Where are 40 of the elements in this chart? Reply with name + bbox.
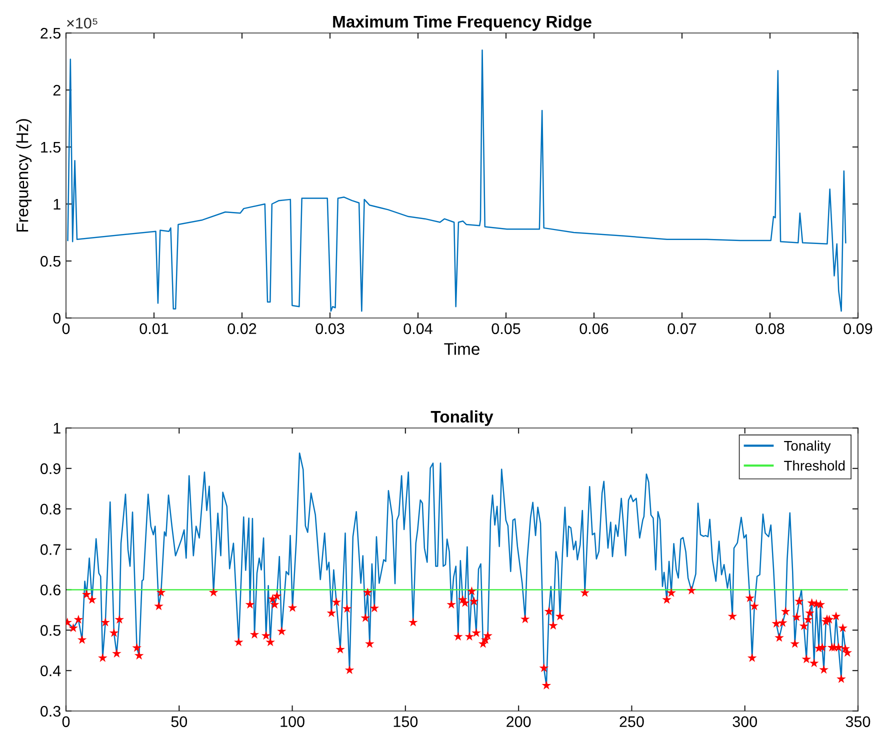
y-tick-label: 0.9: [40, 463, 60, 474]
y-tick-label: 0.8: [40, 504, 60, 515]
x-tick-label: 100: [280, 716, 304, 728]
y-tick-label: 1.5: [41, 142, 60, 153]
legend-label: Tonality: [784, 440, 831, 454]
x-axis-title: Time: [444, 342, 480, 355]
y-tick-label: 1: [54, 423, 60, 434]
chart-title: Tonality: [430, 410, 494, 426]
y-tick-label: 0.7: [40, 544, 60, 555]
y-tick-label: 2: [53, 84, 60, 96]
x-tick-label: 0.01: [140, 323, 168, 334]
y-tick-label: 0.6: [40, 584, 60, 596]
x-tick-label: 0.06: [580, 323, 608, 334]
legend-label: Threshold: [784, 460, 845, 471]
y-axis-title: Frequency (Hz): [16, 119, 32, 232]
x-tick-label: 0.04: [404, 323, 432, 334]
y-tick-label: 1: [54, 199, 60, 210]
x-tick-label: 0.08: [756, 323, 784, 334]
x-tick-label: 0.05: [492, 323, 520, 334]
y-tick-label: 0.5: [40, 625, 60, 636]
x-tick-label: 0.02: [228, 323, 256, 334]
y-tick-label: 2.5: [40, 28, 60, 39]
y-tick-label: 0.3: [40, 706, 60, 717]
x-tick-label: 0.03: [316, 323, 344, 334]
x-tick-label: 0: [62, 323, 70, 334]
x-tick-label: 0.09: [844, 323, 872, 334]
y-tick-label: 0.5: [40, 256, 60, 267]
x-tick-label: 150: [394, 716, 418, 728]
x-tick-label: 50: [171, 716, 188, 728]
x-tick-label: 200: [506, 716, 531, 728]
y-tick-label: 0: [53, 312, 61, 324]
x-tick-label: 300: [732, 716, 758, 728]
line-series: [67, 49, 846, 312]
x-tick-label: 0: [62, 716, 70, 728]
x-tick-label: 250: [620, 716, 644, 728]
y-tick-label: 0.4: [40, 665, 61, 676]
x-tick-label: 0.07: [668, 323, 696, 334]
chart-title: Maximum Time Frequency Ridge: [333, 15, 592, 31]
text: ×10⁵: [67, 18, 98, 29]
x-tick-label: 350: [846, 716, 870, 728]
